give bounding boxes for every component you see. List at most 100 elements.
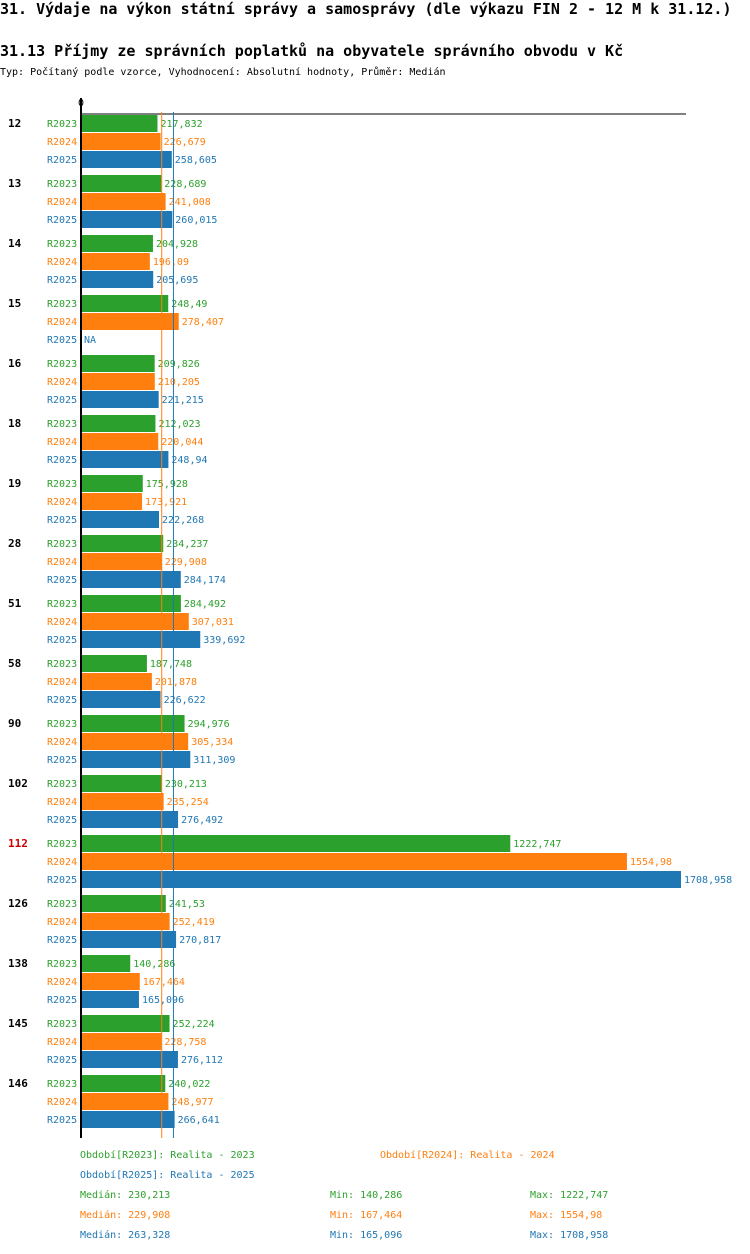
value-label: 270,817 xyxy=(179,935,221,946)
value-label: 230,213 xyxy=(165,779,207,790)
bar xyxy=(81,391,159,408)
category-label: 145 xyxy=(8,1017,28,1030)
bar xyxy=(81,751,191,768)
bar xyxy=(81,313,179,330)
bar xyxy=(81,955,131,972)
value-label: 252,224 xyxy=(173,1019,215,1030)
series-label: R2025 xyxy=(47,455,77,466)
bar xyxy=(81,733,189,750)
series-label: R2024 xyxy=(47,917,77,928)
legend-r2023: Období[R2023]: Realita - 2023 xyxy=(80,1150,255,1161)
category-label: 90 xyxy=(8,717,21,730)
value-label: 241,53 xyxy=(169,899,205,910)
series-label: R2023 xyxy=(47,419,77,430)
stat-median-r2023: Medián: 230,213 xyxy=(80,1190,171,1201)
value-label: 187,748 xyxy=(150,659,192,670)
value-label: 212,023 xyxy=(158,419,200,430)
value-label: 165,096 xyxy=(142,995,184,1006)
bar xyxy=(81,1015,170,1032)
series-label: R2023 xyxy=(47,779,77,790)
bar xyxy=(81,133,161,150)
series-label: R2025 xyxy=(47,275,77,286)
bar xyxy=(81,175,162,192)
value-label: 241,008 xyxy=(169,197,211,208)
bar xyxy=(81,853,627,870)
stat-max-r2023: Max: 1222,747 xyxy=(530,1190,609,1201)
stat-min-r2024: Min: 167,464 xyxy=(330,1210,403,1221)
stat-max-r2024: Max: 1554,98 xyxy=(530,1210,603,1221)
value-label: 1708,958 xyxy=(684,875,732,886)
value-label: 228,689 xyxy=(164,179,206,190)
bar xyxy=(81,931,177,948)
series-label: R2023 xyxy=(47,1079,77,1090)
bar xyxy=(81,235,153,252)
series-label: R2024 xyxy=(47,257,77,268)
value-label: 240,022 xyxy=(168,1079,210,1090)
legend-r2024: Období[R2024]: Realita - 2024 xyxy=(380,1150,555,1161)
value-label: 229,908 xyxy=(165,557,207,568)
bar xyxy=(81,511,160,528)
series-label: R2025 xyxy=(47,155,77,166)
bar xyxy=(81,775,162,792)
series-label: R2025 xyxy=(47,755,77,766)
stat-median-r2024: Medián: 229,908 xyxy=(80,1210,171,1221)
value-label: 307,031 xyxy=(192,617,234,628)
bar xyxy=(81,493,143,510)
series-label: R2023 xyxy=(47,299,77,310)
value-label: 205,695 xyxy=(156,275,198,286)
series-label: R2024 xyxy=(47,557,77,568)
category-label: 19 xyxy=(8,477,21,490)
bar xyxy=(81,295,169,312)
value-label: 175,928 xyxy=(146,479,188,490)
value-label: 284,174 xyxy=(184,575,226,586)
value-label: 217,832 xyxy=(160,119,202,130)
value-label: 1554,98 xyxy=(630,857,672,868)
series-label: R2025 xyxy=(47,935,77,946)
value-label: 140,286 xyxy=(133,959,175,970)
value-label: 311,309 xyxy=(193,755,235,766)
bar xyxy=(81,895,166,912)
bar xyxy=(81,913,170,930)
series-label: R2024 xyxy=(47,1037,77,1048)
value-label: 220,044 xyxy=(161,437,203,448)
category-label: 16 xyxy=(8,357,22,370)
series-label: R2024 xyxy=(47,677,77,688)
value-label: 221,215 xyxy=(162,395,204,406)
series-label: R2025 xyxy=(47,215,77,226)
series-label: R2025 xyxy=(47,995,77,1006)
bar xyxy=(81,715,185,732)
value-label: 252,419 xyxy=(173,917,215,928)
series-label: R2024 xyxy=(47,737,77,748)
bar xyxy=(81,613,189,630)
value-label: 173,921 xyxy=(145,497,187,508)
value-label: 234,237 xyxy=(166,539,208,550)
bar xyxy=(81,1093,169,1110)
bar xyxy=(81,355,155,372)
series-label: R2024 xyxy=(47,197,77,208)
bar xyxy=(81,571,181,588)
series-label: R2023 xyxy=(47,959,77,970)
stat-min-r2025: Min: 165,096 xyxy=(330,1230,403,1241)
category-label: 28 xyxy=(8,537,21,550)
type-description: Typ: Počítaný podle vzorce, Vyhodnocení:… xyxy=(0,67,446,78)
category-label: 18 xyxy=(8,417,21,430)
value-label: 201,878 xyxy=(155,677,197,688)
bar xyxy=(81,253,150,270)
bar xyxy=(81,475,143,492)
series-label: R2023 xyxy=(47,539,77,550)
value-label: 226,679 xyxy=(164,137,206,148)
value-label: 167,464 xyxy=(143,977,185,988)
bar xyxy=(81,373,155,390)
category-label: 146 xyxy=(8,1077,28,1090)
category-label: 15 xyxy=(8,297,21,310)
category-label: 14 xyxy=(8,237,22,250)
stat-median-r2025: Medián: 263,328 xyxy=(80,1230,171,1241)
bar xyxy=(81,433,159,450)
value-label: 228,758 xyxy=(164,1037,206,1048)
stat-min-r2023: Min: 140,286 xyxy=(330,1190,403,1201)
value-label: 284,492 xyxy=(184,599,226,610)
value-label: 294,976 xyxy=(188,719,230,730)
legend-r2025: Období[R2025]: Realita - 2025 xyxy=(80,1170,255,1181)
bar-chart: 012R2023217,832R2024226,679R2025258,6051… xyxy=(8,98,732,1138)
series-label: R2023 xyxy=(47,119,77,130)
